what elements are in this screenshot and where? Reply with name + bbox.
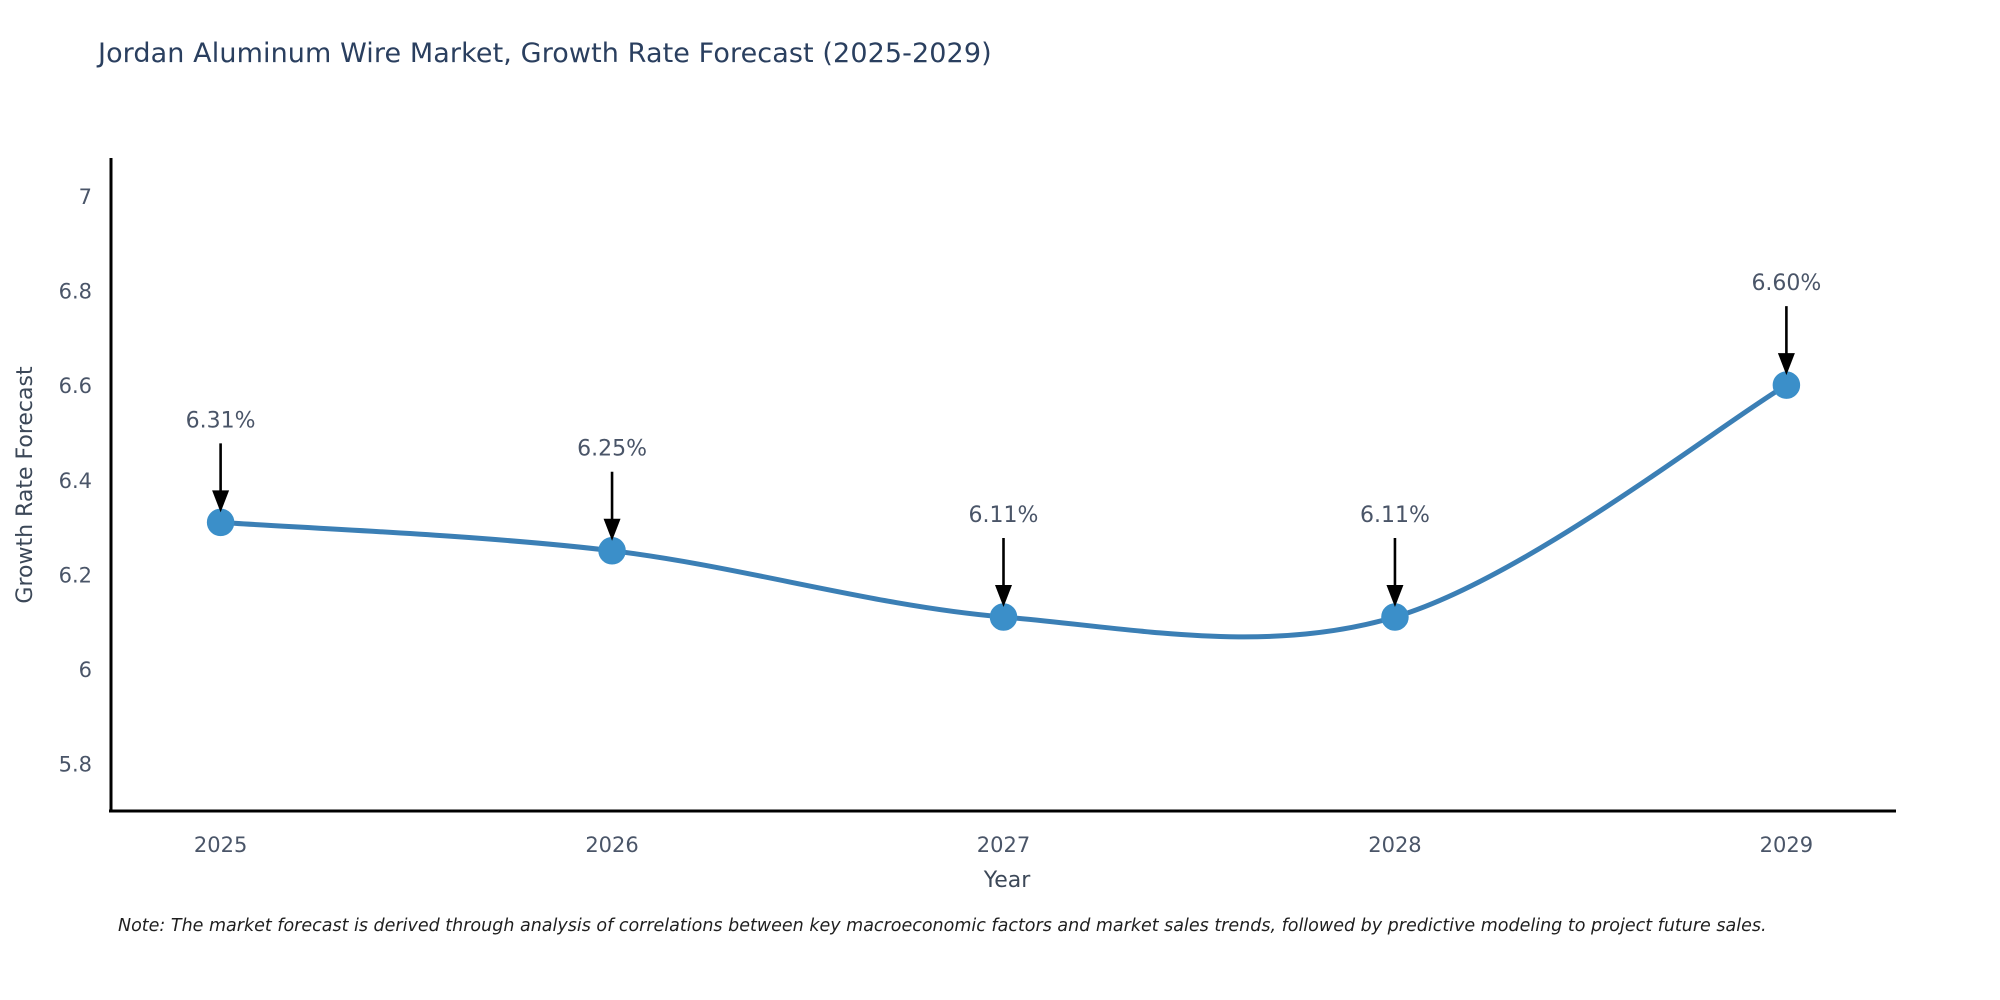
- y-tick-label: 5.8: [59, 753, 92, 777]
- annotation-arrow-head: [995, 584, 1012, 607]
- data-point-markers: [206, 371, 1801, 631]
- y-tick-label: 6: [79, 658, 92, 682]
- annotation-arrow-head: [212, 490, 230, 513]
- data-point-label: 6.25%: [577, 437, 647, 462]
- y-tick-label: 6.6: [59, 374, 92, 398]
- y-tick-label: 6.4: [59, 469, 92, 493]
- y-axis-title: Growth Rate Forecast: [13, 366, 38, 604]
- data-point-label: 6.31%: [186, 408, 256, 433]
- x-axis-tick-labels: 2025 2026 2027 2028 2029: [194, 833, 1813, 857]
- data-point-marker[interactable]: [1772, 371, 1801, 399]
- x-axis-title: Year: [983, 868, 1032, 893]
- y-axis-tick-labels: 7 6.8 6.6 6.4 6.2 6 5.8: [59, 185, 92, 777]
- footnote: Note: The market forecast is derived thr…: [118, 916, 1767, 936]
- data-point-marker[interactable]: [1381, 603, 1409, 631]
- data-point-marker[interactable]: [989, 603, 1018, 631]
- annotation-arrow-head: [603, 518, 621, 541]
- annotation-arrow-head: [1386, 584, 1404, 607]
- chart-title: Jordan Aluminum Wire Market, Growth Rate…: [98, 38, 992, 69]
- data-point-marker[interactable]: [598, 536, 626, 565]
- x-tick-label: 2028: [1368, 833, 1421, 857]
- data-point-label: 6.60%: [1751, 271, 1821, 296]
- data-point-label: 6.11%: [969, 503, 1039, 528]
- y-tick-label: 6.2: [59, 563, 92, 587]
- data-point-marker[interactable]: [206, 508, 235, 537]
- y-tick-label: 7: [79, 185, 92, 209]
- annotation-arrow-head: [1777, 353, 1795, 376]
- x-tick-label: 2029: [1760, 833, 1813, 857]
- data-point-annotations: 6.31% 6.25% 6.11% 6.11% 6.60%: [186, 271, 1821, 607]
- data-point-label: 6.11%: [1360, 503, 1430, 528]
- x-tick-label: 2026: [585, 833, 638, 857]
- x-tick-label: 2025: [194, 833, 247, 857]
- x-tick-label: 2027: [977, 833, 1030, 857]
- y-tick-label: 6.8: [59, 279, 92, 303]
